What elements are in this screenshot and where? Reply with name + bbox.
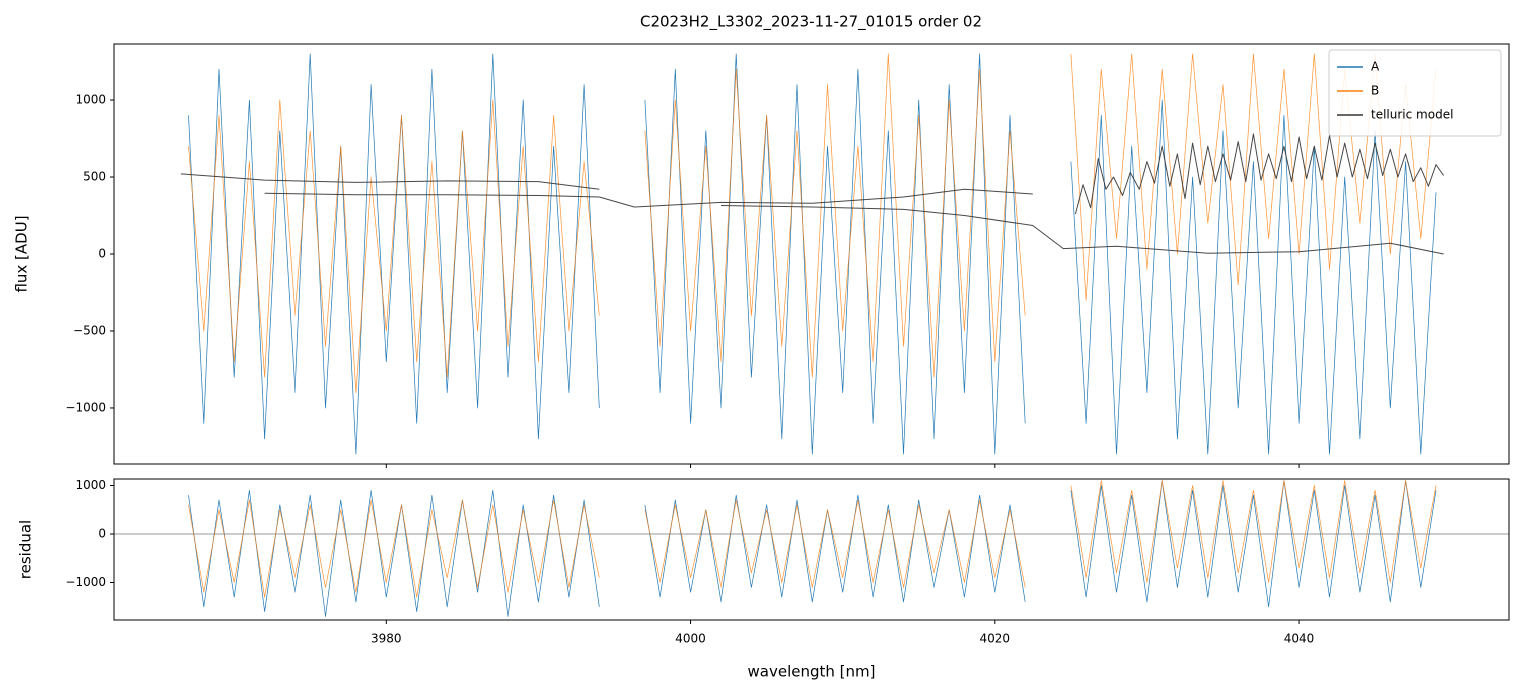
y-axis-label: residual [17, 520, 35, 579]
y-axis-label: flux [ADU] [13, 215, 31, 292]
plot-area [188, 480, 1437, 617]
x-axis-label: wavelength [nm] [748, 663, 876, 681]
y-tick-label: 0 [98, 247, 106, 261]
x-tick-label: 3980 [371, 632, 402, 646]
series-line [180, 133, 1445, 255]
plot-area [180, 53, 1445, 455]
axes-frame [113, 478, 1510, 621]
y-tick-label: 0 [98, 527, 106, 541]
x-tick-label: 4020 [980, 632, 1011, 646]
legend-label: telluric model [1371, 108, 1453, 122]
y-tick-label: 1000 [75, 478, 106, 492]
x-tick-label: 4000 [675, 632, 706, 646]
legend-label: A [1371, 60, 1380, 74]
y-tick-label: −1000 [65, 575, 106, 589]
legend-box [1328, 49, 1502, 137]
chart-title: C2023H2_L3302_2023-11-27_01015 order 02 [640, 13, 982, 32]
y-tick-label: −500 [73, 323, 106, 337]
y-tick-label: 500 [83, 170, 106, 184]
x-tick-label: 4040 [1284, 632, 1315, 646]
series-line [188, 480, 1437, 598]
y-tick-label: −1000 [65, 400, 106, 414]
series-line [188, 480, 1437, 617]
y-tick-label: 1000 [75, 93, 106, 107]
legend-label: B [1371, 84, 1379, 98]
